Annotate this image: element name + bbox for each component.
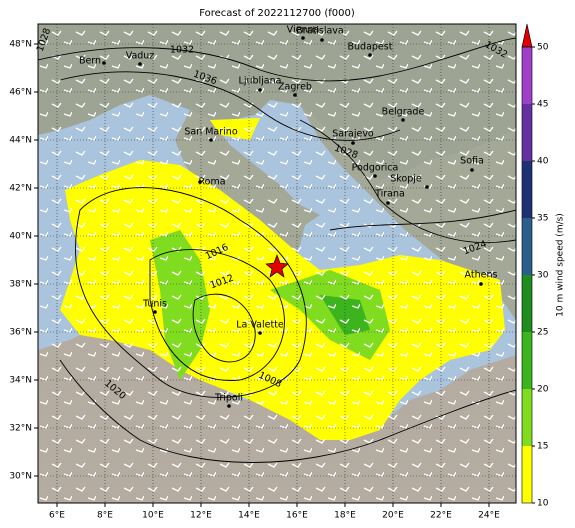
colorbar-tick-label: 30	[537, 271, 549, 281]
lon-tick-label: 20°E	[382, 511, 404, 521]
lat-tick-label: 44°N	[9, 136, 32, 146]
colorbar-extension	[521, 23, 533, 48]
city-dot	[470, 168, 474, 172]
map-frame	[37, 23, 517, 504]
city-dot	[386, 201, 390, 205]
colorbar-segment	[522, 332, 532, 389]
colorbar-label: 10 m wind speed (m/s)	[556, 213, 566, 317]
city-label: Bratislava	[296, 26, 343, 37]
city-label: Athens	[465, 270, 498, 281]
lat-tick-label: 42°N	[9, 184, 32, 194]
city-label: Tunis	[142, 299, 167, 310]
city-label: Bern	[79, 56, 101, 67]
colorbar-tick-label: 20	[537, 385, 549, 395]
lat-tick-label: 32°N	[9, 424, 32, 434]
city-dot	[227, 404, 231, 408]
lat-tick-label: 36°N	[9, 328, 32, 338]
city-dot	[198, 180, 202, 184]
city-dot	[301, 36, 305, 40]
colorbar-tick-label: 15	[537, 442, 548, 452]
lon-tick-label: 6°E	[49, 511, 65, 521]
city-label: Belgrade	[382, 107, 425, 118]
city-dot	[373, 174, 377, 178]
colorbar-tick-label: 45	[537, 100, 548, 110]
city-dot	[368, 53, 372, 57]
colorbar-segment	[522, 218, 532, 275]
colorbar-tick-label: 40	[537, 157, 549, 167]
city-label: La Valette	[236, 320, 284, 331]
city-label: Tripoli	[214, 393, 243, 404]
city-dot	[351, 141, 355, 145]
city-label: Vienna	[287, 25, 320, 36]
city-dot	[102, 61, 106, 65]
lon-tick-label: 10°E	[142, 511, 164, 521]
city-label: Vaduz	[126, 51, 155, 62]
lat-tick-label: 30°N	[9, 472, 32, 482]
lat-tick-label: 48°N	[9, 40, 32, 50]
city-dot	[258, 88, 262, 92]
colorbar-tick-label: 10	[537, 499, 549, 509]
colorbar-tick-label: 35	[537, 214, 548, 224]
colorbar-segment	[522, 275, 532, 332]
city-label: Podgorica	[352, 163, 399, 174]
city-label: Budapest	[348, 42, 393, 53]
city-dot	[209, 138, 213, 142]
city-label: San Marino	[184, 127, 237, 138]
title: Forecast of 2022112700 (f000)	[199, 8, 355, 19]
lon-tick-label: 18°E	[334, 511, 356, 521]
city-dot	[425, 185, 429, 189]
colorbar-segment	[522, 47, 532, 104]
city-label: Sarajevo	[332, 129, 374, 140]
lon-tick-label: 16°E	[286, 511, 308, 521]
lon-tick-label: 12°E	[190, 511, 212, 521]
lon-tick-label: 14°E	[238, 511, 260, 521]
city-label: Sofia	[460, 156, 484, 167]
lat-tick-label: 40°N	[9, 232, 32, 242]
lon-tick-label: 22°E	[430, 511, 452, 521]
lon-tick-label: 24°E	[478, 511, 500, 521]
colorbar-segment	[522, 389, 532, 446]
city-label: Zagreb	[278, 82, 312, 93]
city-dot	[320, 38, 324, 42]
colorbar-segment	[522, 104, 532, 161]
city-dot	[479, 282, 483, 286]
lat-tick-label: 38°N	[9, 280, 32, 290]
lat-tick-label: 46°N	[9, 88, 32, 98]
map-background	[38, 24, 516, 503]
colorbar-tick-label: 50	[537, 43, 549, 53]
location-star	[265, 254, 289, 278]
colorbar-segment	[522, 161, 532, 218]
colorbar-tick-label: 25	[537, 328, 548, 338]
city-dot	[138, 62, 142, 66]
city-label: Ljubljana	[239, 76, 282, 87]
city-dot	[293, 93, 297, 97]
isobar-label: 1032	[170, 45, 194, 56]
city-dot	[153, 310, 157, 314]
city-label: Roma	[198, 177, 225, 188]
city-dot	[258, 331, 262, 335]
lat-tick-label: 34°N	[9, 376, 32, 386]
lon-tick-label: 8°E	[97, 511, 113, 521]
city-dot	[401, 118, 405, 122]
city-label: Skopje	[390, 174, 422, 185]
city-label: Tirana	[374, 189, 405, 200]
colorbar-segment	[522, 446, 532, 503]
